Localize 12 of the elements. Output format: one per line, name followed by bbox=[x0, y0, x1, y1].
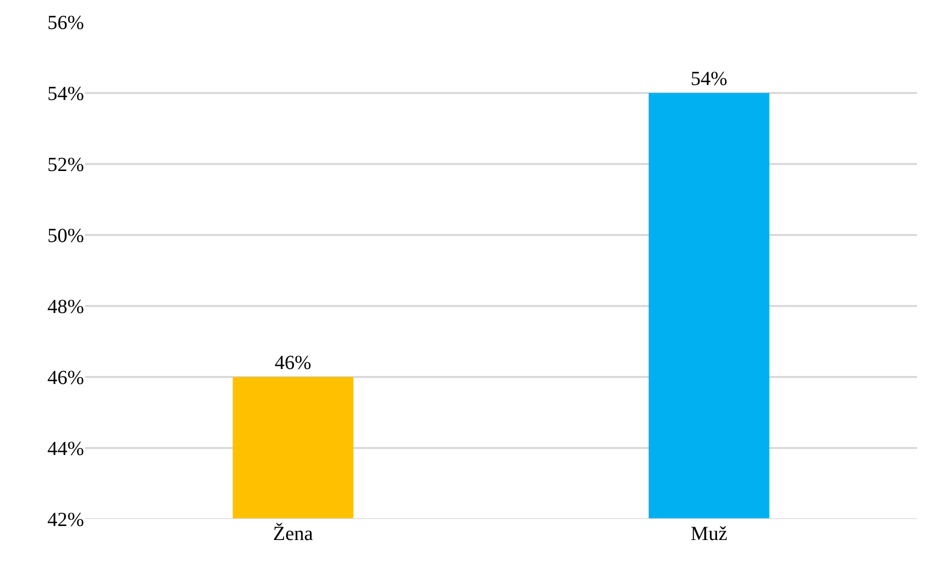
y-tick-label: 54% bbox=[47, 83, 84, 105]
y-tick-label: 52% bbox=[47, 154, 84, 176]
y-tick-label: 56% bbox=[47, 12, 84, 34]
x-tick-label: Žena bbox=[273, 522, 314, 545]
data-label: 46% bbox=[274, 352, 312, 374]
y-tick-label: 48% bbox=[47, 296, 84, 318]
y-tick-label: 42% bbox=[47, 509, 84, 531]
data-label: 54% bbox=[690, 68, 728, 90]
y-tick-label: 44% bbox=[47, 438, 84, 460]
y-tick-label: 50% bbox=[47, 225, 84, 247]
y-tick-label: 46% bbox=[47, 367, 84, 389]
x-tick-label: Muž bbox=[690, 523, 728, 545]
